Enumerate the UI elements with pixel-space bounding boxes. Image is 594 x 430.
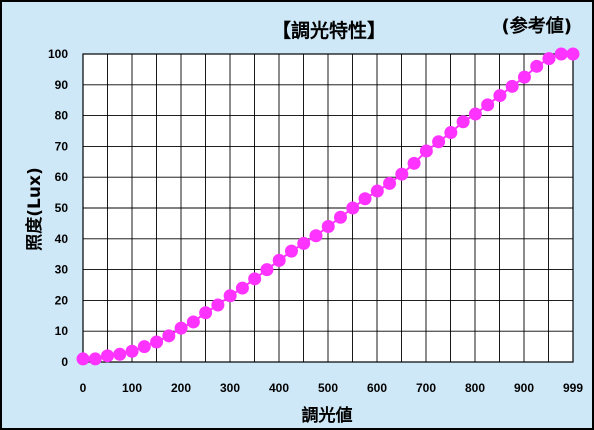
- data-point: [309, 229, 323, 243]
- x-tick-label: 500: [318, 381, 338, 395]
- data-point: [370, 184, 384, 198]
- data-point: [272, 253, 286, 267]
- y-tick-label: 50: [55, 201, 69, 215]
- data-point: [334, 210, 348, 224]
- data-point: [383, 176, 397, 190]
- x-tick-label: 800: [465, 381, 485, 395]
- data-point: [481, 98, 495, 112]
- data-point: [407, 156, 421, 170]
- x-tick-label: 0: [80, 381, 87, 395]
- data-point: [456, 115, 470, 129]
- data-point: [493, 89, 507, 103]
- data-point: [505, 79, 519, 93]
- data-point: [554, 47, 568, 61]
- data-point: [542, 52, 556, 66]
- data-point: [125, 344, 139, 358]
- data-point: [566, 47, 580, 61]
- data-point: [517, 70, 531, 84]
- data-point: [88, 352, 102, 366]
- x-tick-label: 600: [367, 381, 387, 395]
- chart-title: 【調光特性】: [272, 19, 386, 42]
- y-tick-label: 40: [55, 232, 69, 246]
- data-point: [162, 329, 176, 343]
- y-tick-label: 20: [55, 293, 69, 307]
- x-tick-label: 100: [122, 381, 142, 395]
- data-point: [321, 219, 335, 233]
- y-tick-label: 100: [48, 47, 68, 61]
- x-tick-label: 700: [416, 381, 436, 395]
- data-point: [235, 281, 249, 295]
- data-point: [346, 201, 360, 215]
- x-tick-labels: 0 100 200 300 400 500 600 700 800 900 999: [80, 381, 584, 395]
- data-point: [223, 289, 237, 303]
- data-point: [248, 272, 262, 286]
- data-point: [432, 135, 446, 149]
- data-point: [297, 236, 311, 250]
- series-line: [76, 47, 580, 366]
- plot-border: [82, 53, 574, 363]
- y-tick-label: 30: [55, 263, 69, 277]
- data-point: [76, 352, 90, 366]
- data-point: [199, 306, 213, 320]
- data-point: [284, 244, 298, 258]
- data-point: [150, 335, 164, 349]
- data-point: [530, 59, 544, 73]
- data-point: [468, 107, 482, 121]
- x-tick-label: 999: [563, 381, 583, 395]
- data-point: [174, 321, 188, 335]
- y-tick-label: 80: [55, 109, 69, 123]
- x-tick-label: 900: [514, 381, 534, 395]
- data-point: [137, 340, 151, 354]
- y-tick-label: 90: [55, 78, 69, 92]
- data-point: [419, 144, 433, 158]
- y-axis-label: 照度(Lux): [24, 167, 45, 250]
- x-axis-label: 調光値: [302, 405, 353, 426]
- reference-note: (参考値): [502, 15, 572, 37]
- data-point: [260, 263, 274, 277]
- y-tick-labels: 0 10 20 30 40 50 60 70 80 90 100: [48, 47, 68, 369]
- data-point: [211, 298, 225, 312]
- x-tick-label: 200: [171, 381, 191, 395]
- data-point: [101, 349, 115, 363]
- data-point: [186, 315, 200, 329]
- y-tick-label: 70: [55, 139, 69, 153]
- y-tick-label: 60: [55, 170, 69, 184]
- y-tick-label: 0: [61, 355, 68, 369]
- data-point: [358, 192, 372, 206]
- data-point: [395, 167, 409, 181]
- x-tick-label: 400: [269, 381, 289, 395]
- data-point: [444, 126, 458, 140]
- data-point: [113, 347, 127, 361]
- y-tick-label: 10: [55, 324, 69, 338]
- x-tick-label: 300: [220, 381, 240, 395]
